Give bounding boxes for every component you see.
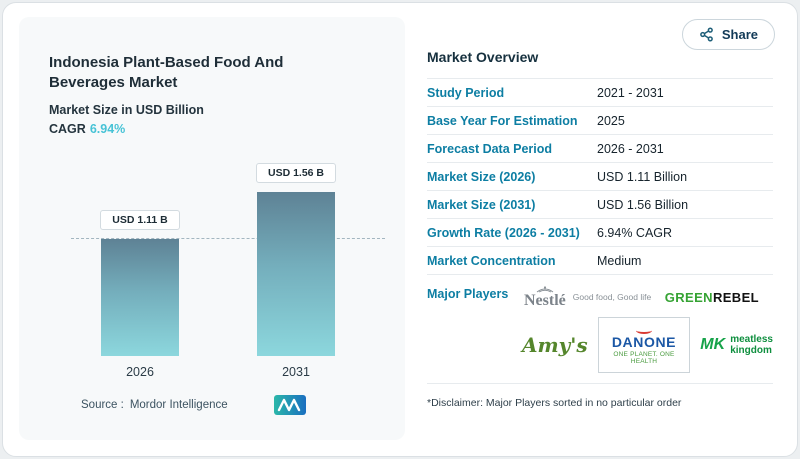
cagr-label: CAGR [49, 121, 86, 136]
green-rebel-wordmark-black: REBEL [712, 289, 759, 305]
major-players-label: Major Players [427, 287, 509, 301]
row-value: 6.94% CAGR [597, 225, 673, 240]
market-overview-panel: Market Overview Study Period 2021 - 2031… [427, 49, 773, 411]
x-axis-label-2031: 2031 [282, 364, 310, 379]
mordor-intelligence-logo-icon [273, 394, 306, 415]
row-value: 2025 [597, 113, 625, 128]
danone-tagline: ONE PLANET. ONE HEALTH [613, 350, 675, 365]
row-label: Base Year For Estimation [427, 113, 578, 128]
row-label: Growth Rate (2026 - 2031) [427, 225, 580, 240]
overview-row-base-year: Base Year For Estimation 2025 [427, 106, 773, 134]
overview-row-forecast-period: Forecast Data Period 2026 - 2031 [427, 134, 773, 162]
bar-value-label-2026: USD 1.11 B [100, 209, 180, 230]
amys-logo: Amy's [522, 332, 588, 357]
meatless-kingdom-monogram: MK [700, 335, 726, 353]
row-label: Market Size (2026) [427, 169, 536, 184]
meatless-kingdom-logo: MK meatless kingdom [700, 334, 773, 356]
nestle-tagline: Good food, Good life [572, 292, 652, 302]
chart-title: Indonesia Plant-Based Food And Beverages… [49, 54, 284, 92]
cagr-value: 6.94% [89, 121, 126, 136]
nestle-nest-icon [535, 285, 555, 293]
x-axis-label-2026: 2026 [126, 364, 154, 379]
dashed-reference-line [71, 237, 385, 239]
chart-panel: Indonesia Plant-Based Food And Beverages… [19, 17, 405, 440]
green-rebel-wordmark-green: GREEN [664, 289, 713, 305]
row-label: Forecast Data Period [427, 141, 553, 156]
source-name: Mordor Intelligence [129, 398, 228, 411]
meatless-kingdom-line1: meatless [730, 333, 773, 345]
overview-row-market-size-2026: Market Size (2026) USD 1.11 Billion [427, 162, 773, 190]
source-row: Source : Mordor Intelligence [49, 394, 387, 415]
nestle-wordmark: Nestlé [524, 292, 566, 309]
row-value: 2026 - 2031 [597, 141, 664, 156]
bar-value-label-2031: USD 1.56 B [255, 162, 337, 183]
row-label: Market Concentration [427, 253, 556, 268]
share-button[interactable]: Share [681, 19, 775, 50]
chart-bar [101, 238, 179, 356]
row-value: USD 1.56 Billion [597, 197, 689, 212]
source-label: Source : [81, 398, 124, 411]
overview-row-market-size-2031: Market Size (2031) USD 1.56 Billion [427, 190, 773, 218]
x-axis-labels: 2026 2031 [49, 365, 387, 379]
bar-column-2031: USD 1.56 B [240, 156, 352, 356]
danone-swoosh-icon [635, 327, 652, 334]
row-value: 2021 - 2031 [597, 85, 664, 100]
major-players-logos: Nestlé Good food, Good life GREENREBEL A… [522, 285, 773, 373]
overview-row-growth-rate: Growth Rate (2026 - 2031) 6.94% CAGR [427, 218, 773, 246]
meatless-kingdom-line2: kingdom [730, 344, 772, 356]
chart-bar [257, 191, 335, 356]
share-button-label: Share [721, 27, 758, 42]
disclaimer-row: *Disclaimer: Major Players sorted in no … [427, 382, 773, 411]
green-rebel-logo: GREENREBEL [665, 290, 759, 305]
cagr-line: CAGR 6.94% [49, 122, 387, 136]
row-value: Medium [597, 253, 642, 268]
share-icon [699, 27, 714, 42]
overview-row-study-period: Study Period 2021 - 2031 [427, 78, 773, 106]
nestle-logo: Nestlé Good food, Good life [524, 285, 651, 309]
chart-subtitle: Market Size in USD Billion [49, 102, 204, 117]
overview-heading: Market Overview [427, 49, 539, 65]
major-players-row: Major Players Nestlé Good food, Good l [427, 274, 773, 381]
meatless-kingdom-wordmark: meatless kingdom [730, 334, 773, 356]
row-label: Market Size (2031) [427, 197, 536, 212]
danone-logo: DANONE ONE PLANET. ONE HEALTH [597, 317, 691, 373]
row-value: USD 1.11 Billion [597, 169, 688, 184]
danone-wordmark: DANONE [611, 334, 677, 350]
overview-row-market-concentration: Market Concentration Medium [427, 246, 773, 274]
bar-chart: USD 1.11 B USD 1.56 B [49, 156, 387, 356]
row-label: Study Period [427, 85, 505, 100]
disclaimer-text: *Disclaimer: Major Players sorted in no … [427, 396, 682, 409]
bar-column-2026: USD 1.11 B [84, 156, 196, 356]
